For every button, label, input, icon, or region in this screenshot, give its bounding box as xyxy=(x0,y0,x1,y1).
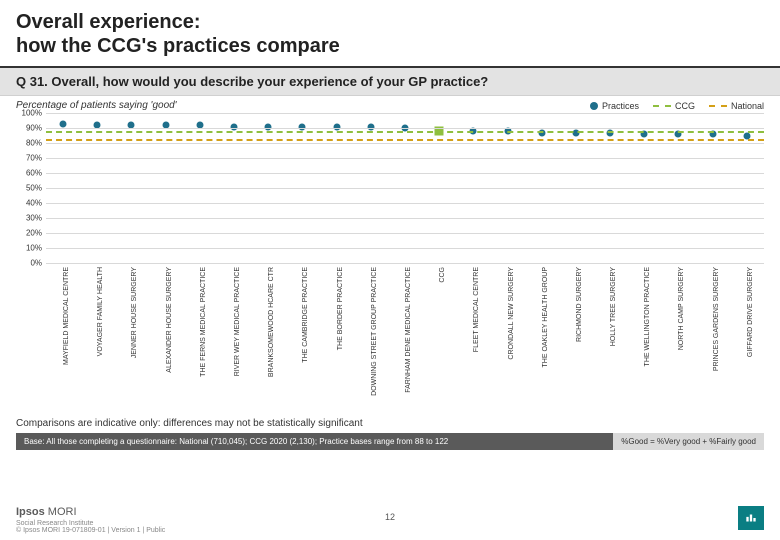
national_line xyxy=(46,139,764,141)
x-label-column: RICHMOND SURGERY xyxy=(559,263,593,418)
x-label-column: BRANKSOMEWOOD HCARE CTR xyxy=(251,263,285,418)
x-label-column: CRONDALL NEW SURGERY xyxy=(490,263,524,418)
x-tick-label: CCG xyxy=(439,267,446,283)
x-tick-label: THE CAMBRIDGE PRACTICE xyxy=(302,267,309,363)
base-row: Base: All those completing a questionnai… xyxy=(16,433,764,450)
gridline xyxy=(46,158,764,159)
x-label-column: GIFFARD DRIVE SURGERY xyxy=(730,263,764,418)
y-tick-label: 60% xyxy=(16,169,42,178)
x-tick-label: THE FERNS MEDICAL PRACTICE xyxy=(200,267,207,377)
x-tick-label: FARNHAM DENE MEDICAL PRACTICE xyxy=(405,267,412,393)
chart: 0%10%20%30%40%50%60%70%80%90%100% MAYFIE… xyxy=(16,113,764,418)
question-text: Q 31. Overall, how would you describe yo… xyxy=(16,74,764,89)
y-tick-label: 80% xyxy=(16,139,42,148)
x-tick-label: ALEXANDER HOUSE SURGERY xyxy=(166,267,173,373)
title-line-2: how the CCG's practices compare xyxy=(16,34,764,58)
x-label-column: MAYFIELD MEDICAL CENTRE xyxy=(46,263,80,418)
ipsos-icon xyxy=(738,506,764,530)
ccg_line xyxy=(46,131,764,133)
x-tick-label: FLEET MEDICAL CENTRE xyxy=(473,267,480,352)
x-label-column: DOWNING STREET GROUP PRACTICE xyxy=(354,263,388,418)
x-tick-label: NORTH CAMP SURGERY xyxy=(678,267,685,350)
logo-ipsos: Ipsos MORI xyxy=(16,506,77,518)
gridline xyxy=(46,233,764,234)
x-label-column: FLEET MEDICAL CENTRE xyxy=(456,263,490,418)
gridline xyxy=(46,203,764,204)
x-tick-label: THE BORDER PRACTICE xyxy=(337,267,344,350)
x-label-column: THE OAKLEY HEALTH GROUP xyxy=(525,263,559,418)
x-tick-label: THE OAKLEY HEALTH GROUP xyxy=(542,267,549,368)
logo-block: Ipsos MORI Social Research Institute © I… xyxy=(16,502,165,534)
plot-area: 0%10%20%30%40%50%60%70%80%90%100% xyxy=(46,113,764,263)
y-tick-label: 20% xyxy=(16,229,42,238)
x-label-column: PRINCES GARDENS SURGERY xyxy=(696,263,730,418)
x-tick-label: JENNER HOUSE SURGERY xyxy=(131,267,138,358)
legend-practices: Practices xyxy=(590,101,639,111)
x-label-column: FARNHAM DENE MEDICAL PRACTICE xyxy=(388,263,422,418)
question-band: Q 31. Overall, how would you describe yo… xyxy=(0,68,780,96)
gridline xyxy=(46,143,764,144)
gridline xyxy=(46,248,764,249)
x-tick-label: MAYFIELD MEDICAL CENTRE xyxy=(63,267,70,365)
national-line-icon xyxy=(709,105,727,107)
x-labels: MAYFIELD MEDICAL CENTRE VOYAGER FAMILY HE… xyxy=(46,263,764,418)
x-tick-label: GIFFARD DRIVE SURGERY xyxy=(747,267,754,357)
x-tick-label: HOLLY TREE SURGERY xyxy=(610,267,617,346)
copyright: © Ipsos MORI 19-071809-01 | Version 1 | … xyxy=(16,527,165,534)
y-tick-label: 0% xyxy=(16,259,42,268)
gridline xyxy=(46,128,764,129)
comparison-note: Comparisons are indicative only: differe… xyxy=(0,418,780,433)
y-tick-label: 50% xyxy=(16,184,42,193)
x-label-column: THE WELLINGTON PRACTICE xyxy=(627,263,661,418)
x-label-column: THE FERNS MEDICAL PRACTICE xyxy=(183,263,217,418)
legend-ccg: CCG xyxy=(653,101,695,111)
x-label-column: NORTH CAMP SURGERY xyxy=(661,263,695,418)
x-tick-label: VOYAGER FAMILY HEALTH xyxy=(97,267,104,356)
legend-ccg-label: CCG xyxy=(675,101,695,111)
subheader-row: Percentage of patients saying 'good' Pra… xyxy=(0,96,780,113)
y-tick-label: 30% xyxy=(16,214,42,223)
x-tick-label: BRANKSOMEWOOD HCARE CTR xyxy=(268,267,275,377)
y-tick-label: 10% xyxy=(16,244,42,253)
ccg-line-icon xyxy=(653,105,671,107)
title-line-1: Overall experience: xyxy=(16,10,764,34)
legend-practices-label: Practices xyxy=(602,101,639,111)
x-label-column: VOYAGER FAMILY HEALTH xyxy=(80,263,114,418)
base-note: Base: All those completing a questionnai… xyxy=(16,433,613,450)
x-label-column: HOLLY TREE SURGERY xyxy=(593,263,627,418)
legend-national: National xyxy=(709,101,764,111)
title-block: Overall experience: how the CCG's practi… xyxy=(0,0,780,68)
legend: Practices CCG National xyxy=(590,101,764,111)
subheader: Percentage of patients saying 'good' xyxy=(16,100,590,111)
x-tick-label: PRINCES GARDENS SURGERY xyxy=(713,267,720,371)
x-tick-label: DOWNING STREET GROUP PRACTICE xyxy=(371,267,378,396)
x-label-column: THE CAMBRIDGE PRACTICE xyxy=(285,263,319,418)
y-tick-label: 100% xyxy=(16,109,42,118)
footer: Ipsos MORI Social Research Institute © I… xyxy=(0,498,780,540)
x-label-column: RIVER WEY MEDICAL PRACTICE xyxy=(217,263,251,418)
gridline xyxy=(46,188,764,189)
gridline xyxy=(46,218,764,219)
x-tick-label: THE WELLINGTON PRACTICE xyxy=(644,267,651,366)
x-label-column: THE BORDER PRACTICE xyxy=(320,263,354,418)
y-tick-label: 40% xyxy=(16,199,42,208)
gridline xyxy=(46,173,764,174)
good-definition: %Good = %Very good + %Fairly good xyxy=(613,433,764,450)
x-label-column: CCG xyxy=(422,263,456,418)
x-tick-label: RIVER WEY MEDICAL PRACTICE xyxy=(234,267,241,376)
x-tick-label: RICHMOND SURGERY xyxy=(576,267,583,342)
practices-swatch-icon xyxy=(590,102,598,110)
x-label-column: JENNER HOUSE SURGERY xyxy=(114,263,148,418)
y-tick-label: 70% xyxy=(16,154,42,163)
y-tick-label: 90% xyxy=(16,124,42,133)
legend-national-label: National xyxy=(731,101,764,111)
gridline xyxy=(46,113,764,114)
x-tick-label: CRONDALL NEW SURGERY xyxy=(508,267,515,360)
practice-point xyxy=(60,120,67,127)
x-label-column: ALEXANDER HOUSE SURGERY xyxy=(149,263,183,418)
logo-subtitle: Social Research Institute xyxy=(16,520,165,527)
